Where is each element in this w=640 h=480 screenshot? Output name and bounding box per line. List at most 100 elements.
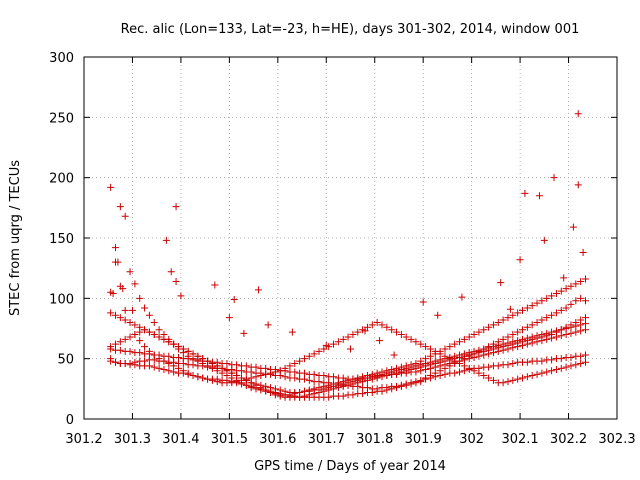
data-point [155, 326, 163, 334]
data-point [349, 380, 357, 388]
data-point [543, 294, 551, 302]
data-point [247, 379, 255, 387]
y-tick-label: 250 [49, 111, 74, 126]
data-point [528, 335, 536, 343]
data-point [441, 345, 449, 353]
data-point [184, 347, 192, 355]
data-point [504, 361, 512, 369]
data-point [417, 357, 425, 365]
data-point [582, 326, 590, 334]
data-point [223, 359, 231, 367]
data-point [538, 316, 546, 324]
data-point [264, 321, 272, 329]
data-point [388, 370, 396, 378]
data-point [494, 318, 502, 326]
data-point [494, 344, 502, 352]
data-point [121, 316, 129, 324]
data-point [126, 333, 134, 341]
data-point [107, 343, 115, 351]
data-point [136, 294, 144, 302]
data-point [228, 369, 236, 377]
y-tick-label: 0 [66, 413, 74, 428]
data-point [167, 268, 175, 276]
data-point [126, 359, 134, 367]
data-point [582, 297, 590, 305]
data-point [552, 328, 560, 336]
data-point [538, 333, 546, 341]
data-point [257, 384, 265, 392]
data-point [499, 379, 507, 387]
data-point [460, 362, 468, 370]
data-point [271, 391, 279, 399]
data-point [562, 285, 570, 293]
data-point [383, 384, 391, 392]
data-point [257, 372, 265, 380]
data-point [519, 338, 527, 346]
data-point [533, 318, 541, 326]
data-point [322, 341, 330, 349]
data-point [150, 331, 158, 339]
data-point [347, 345, 354, 353]
data-point [557, 326, 565, 334]
data-point [150, 351, 158, 359]
data-point [240, 329, 248, 337]
data-point [300, 369, 308, 377]
data-point [504, 378, 512, 386]
data-point [543, 368, 551, 376]
data-point [475, 369, 483, 377]
x-tick-label: 301.8 [356, 432, 393, 447]
data-point [242, 376, 250, 384]
data-point [582, 351, 590, 359]
data-point [521, 189, 529, 197]
data-point [451, 369, 459, 377]
data-point [489, 345, 497, 353]
data-point [567, 282, 575, 290]
data-point [155, 355, 163, 363]
data-point [577, 316, 585, 324]
data-point [213, 362, 221, 370]
data-point [548, 292, 556, 300]
data-point [509, 340, 517, 348]
data-point [128, 306, 136, 314]
data-point [145, 311, 153, 319]
data-point [359, 390, 367, 398]
data-point [165, 352, 173, 360]
data-point [150, 318, 158, 326]
data-point [160, 366, 168, 374]
data-point [310, 370, 318, 378]
data-point [485, 346, 493, 354]
data-point [305, 391, 313, 399]
data-point [160, 357, 168, 365]
data-point [320, 387, 328, 395]
data-point [422, 362, 430, 370]
data-point [402, 333, 410, 341]
data-point [572, 280, 580, 288]
data-point [514, 375, 522, 383]
data-point [426, 372, 434, 380]
data-point [422, 355, 430, 363]
data-points [107, 110, 590, 401]
data-point [523, 304, 531, 312]
chart-title: Rec. alic (Lon=133, Lat=-23, h=HE), days… [121, 22, 580, 37]
data-point [383, 372, 391, 380]
data-point [223, 367, 231, 375]
data-point [535, 192, 543, 200]
data-point [262, 364, 270, 372]
data-point [330, 373, 338, 381]
y-tick-label: 200 [49, 172, 74, 187]
x-tick-label: 302.2 [550, 432, 587, 447]
data-point [572, 328, 580, 336]
data-point [465, 351, 473, 359]
data-point [397, 331, 405, 339]
x-tick-label: 301.5 [211, 432, 248, 447]
data-point [456, 338, 464, 346]
data-point [499, 316, 507, 324]
data-point [523, 323, 531, 331]
data-point [528, 372, 536, 380]
data-point [305, 352, 313, 360]
data-point [344, 381, 352, 389]
y-tick-label: 100 [49, 292, 74, 307]
data-point [111, 340, 119, 348]
data-point [441, 370, 449, 378]
data-point [170, 340, 178, 348]
